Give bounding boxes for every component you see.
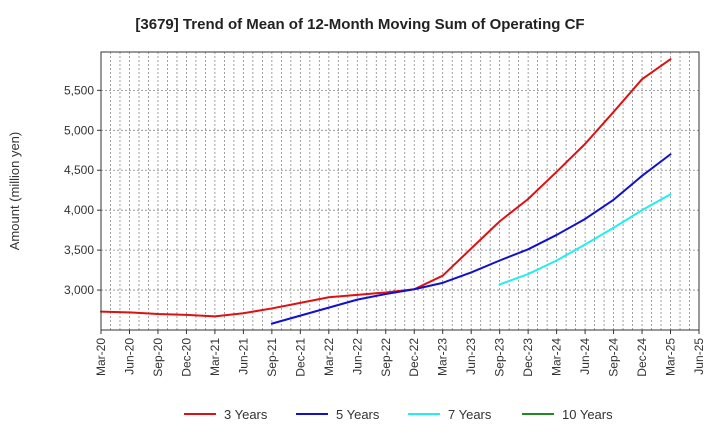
x-tick-label: Sep-22: [379, 338, 393, 377]
y-tick-label: 4,500: [64, 163, 94, 177]
legend: 3 Years 5 Years 7 Years 10 Years: [184, 407, 613, 422]
x-tick-label: Mar-24: [550, 338, 564, 376]
x-tick-label: Sep-23: [493, 338, 507, 377]
x-tick-label: Jun-25: [692, 338, 706, 375]
series-line-5-years: [270, 153, 672, 325]
x-tick-label: Sep-24: [607, 338, 621, 377]
x-axis-ticks: Mar-20 Jun-20 Sep-20 Dec-20 Mar-21 Jun-21 Sep-…: [94, 330, 706, 377]
grid: [100, 52, 700, 330]
x-tick-label: Mar-22: [322, 338, 336, 376]
legend-label-3-years: 3 Years: [224, 407, 268, 422]
x-tick-label: Dec-23: [521, 338, 535, 377]
legend-label-7-years: 7 Years: [448, 407, 492, 422]
series-line-7-years: [498, 193, 672, 286]
chart-title: [3679] Trend of Mean of 12-Month Moving …: [135, 16, 584, 33]
y-tick-label: 5,000: [64, 123, 94, 137]
x-tick-label: Sep-20: [151, 338, 165, 377]
x-tick-label: Mar-25: [664, 338, 678, 376]
series-line-3-years: [100, 58, 672, 318]
y-axis-label: Amount (million yen): [7, 132, 22, 251]
y-tick-label: 3,000: [64, 283, 94, 297]
x-tick-label: Jun-24: [578, 338, 592, 375]
x-tick-label: Jun-22: [350, 338, 364, 375]
x-tick-label: Sep-21: [265, 338, 279, 377]
series-lines: [100, 58, 672, 325]
legend-label-5-years: 5 Years: [336, 407, 380, 422]
y-axis-ticks: 3,000 3,500 4,000 4,500 5,000 5,500: [64, 83, 101, 297]
x-tick-label: Mar-23: [436, 338, 450, 376]
plot-area: [100, 51, 700, 331]
x-tick-label: Dec-21: [293, 338, 307, 377]
x-tick-label: Dec-22: [407, 338, 421, 377]
x-tick-label: Dec-20: [179, 338, 193, 377]
y-tick-label: 3,500: [64, 243, 94, 257]
y-tick-label: 4,000: [64, 203, 94, 217]
legend-label-10-years: 10 Years: [562, 407, 613, 422]
x-tick-label: Mar-21: [208, 338, 222, 376]
x-tick-label: Dec-24: [635, 338, 649, 377]
y-tick-label: 5,500: [64, 83, 94, 97]
x-tick-label: Mar-20: [94, 338, 108, 376]
x-tick-label: Jun-20: [122, 338, 136, 375]
x-tick-label: Jun-23: [464, 338, 478, 375]
x-tick-label: Jun-21: [236, 338, 250, 375]
